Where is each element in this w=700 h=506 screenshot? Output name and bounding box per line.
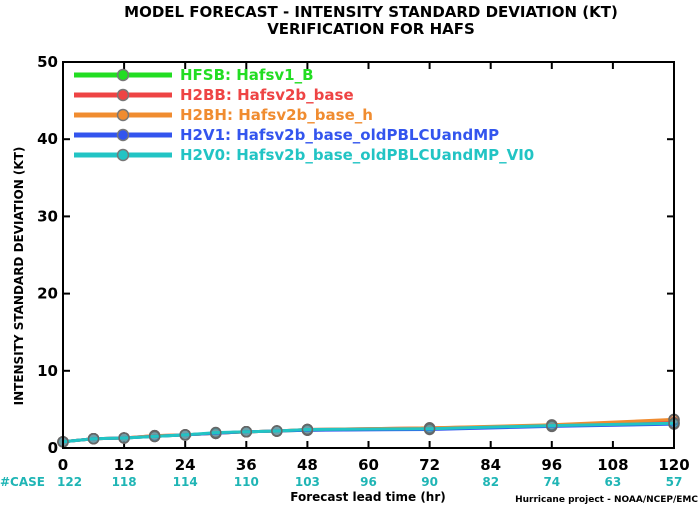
- legend-swatch-marker: [116, 148, 130, 162]
- x-tick-label: 36: [236, 456, 257, 474]
- case-count: 74: [543, 475, 560, 489]
- y-axis-label: INTENSITY STANDARD DEVIATION (KT): [12, 147, 26, 406]
- x-tick-label: 96: [541, 456, 562, 474]
- x-tick-label: 108: [597, 456, 628, 474]
- case-counts: #CASE 122 118 114 110 103 96 90 82 74 63 57: [0, 475, 682, 489]
- legend: HFSB: Hafsv1_B H2BB: Hafsv2b_base H2BH: Ha…: [74, 66, 534, 164]
- case-count: 114: [173, 475, 198, 489]
- case-count: 118: [112, 475, 137, 489]
- legend-entry: H2BB: Hafsv2b_base: [180, 86, 354, 104]
- series-4: [57, 417, 680, 448]
- y-tick-label: 50: [37, 53, 58, 71]
- chart-title: MODEL FORECAST - INTENSITY STANDARD DEVI…: [124, 3, 618, 21]
- x-tick-label: 0: [58, 456, 68, 474]
- x-tick-label: 48: [297, 456, 318, 474]
- legend-swatch-marker: [116, 68, 130, 82]
- y-tick-label: 40: [37, 130, 58, 148]
- case-count: 96: [360, 475, 377, 489]
- data-point: [271, 425, 283, 437]
- data-point: [546, 419, 558, 432]
- data-point: [179, 429, 191, 441]
- legend-swatch-marker: [116, 108, 130, 122]
- credit-text: Hurricane project - NOAA/NCEP/EMC: [515, 495, 698, 505]
- case-count: 90: [421, 475, 438, 489]
- y-axis-ticks: 0 10 20 30 40 50: [37, 53, 674, 457]
- y-tick-label: 20: [37, 285, 58, 303]
- legend-entry: H2V0: Hafsv2b_base_oldPBLCUandMP_VI0: [180, 146, 534, 164]
- x-axis-ticks: 0 12 24 36 48 60 72 84 96 108 120: [58, 62, 690, 474]
- legend-swatch-marker: [116, 128, 130, 142]
- case-count: 110: [234, 475, 259, 489]
- series-layer: [57, 413, 680, 448]
- x-tick-label: 12: [114, 456, 135, 474]
- y-tick-label: 0: [48, 439, 58, 457]
- y-tick-label: 30: [37, 207, 58, 225]
- legend-entry: HFSB: Hafsv1_B: [180, 66, 314, 84]
- x-tick-label: 24: [175, 456, 196, 474]
- x-tick-label: 60: [358, 456, 379, 474]
- case-count: 57: [666, 475, 683, 489]
- case-count: 122: [57, 475, 82, 489]
- case-count: 63: [605, 475, 622, 489]
- case-count: 103: [295, 475, 320, 489]
- data-point: [423, 422, 436, 435]
- x-axis-label: Forecast lead time (hr): [290, 490, 446, 504]
- y-tick-label: 10: [37, 362, 58, 380]
- legend-swatch-marker: [116, 88, 130, 102]
- legend-entry: H2BH: Hafsv2b_base_h: [180, 106, 373, 124]
- case-count: 82: [482, 475, 499, 489]
- plot-frame: [62, 61, 675, 449]
- data-point: [87, 432, 100, 445]
- x-tick-label: 84: [480, 456, 501, 474]
- data-point: [240, 426, 253, 438]
- data-point: [301, 423, 314, 436]
- data-point: [210, 426, 222, 439]
- case-row-label: #CASE: [0, 475, 45, 489]
- data-point: [148, 430, 161, 443]
- x-tick-label: 72: [419, 456, 440, 474]
- x-tick-label: 120: [658, 456, 689, 474]
- legend-entry: H2V1: Hafsv2b_base_oldPBLCUandMP: [180, 126, 499, 144]
- chart-subtitle: VERIFICATION FOR HAFS: [267, 20, 475, 38]
- data-point: [118, 432, 130, 444]
